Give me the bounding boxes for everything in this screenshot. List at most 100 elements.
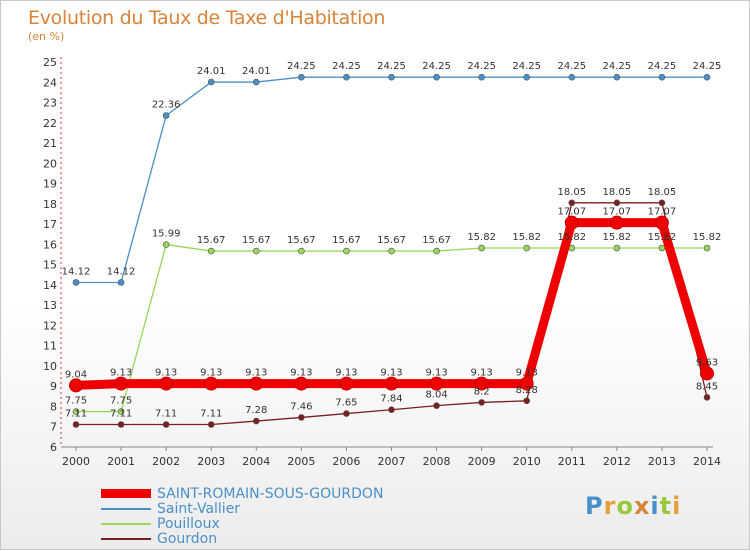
data-label-saint-romain-sous-gourdon: 9.13 (155, 368, 177, 379)
data-point-pouilloux (162, 241, 170, 248)
data-point-gourdon (117, 421, 125, 428)
data-point-gourdon (703, 394, 711, 401)
data-label-pouilloux: 15.67 (377, 235, 406, 246)
data-label-pouilloux: 15.82 (512, 232, 541, 243)
data-label-pouilloux: 15.82 (693, 232, 722, 243)
data-label-gourdon: 7.46 (290, 401, 312, 412)
data-label-gourdon: 7.28 (245, 405, 267, 416)
data-point-pouilloux (252, 247, 260, 255)
legend-label-saint-vallier: Saint-Vallier (157, 500, 241, 517)
data-point-gourdon (298, 414, 305, 421)
y-tick-label: 23 (43, 97, 57, 110)
legend-item-gourdon: Gourdon (101, 531, 383, 547)
x-tick-label: 2009 (468, 455, 496, 468)
data-point-saint-romain-sous-gourdon (474, 376, 489, 391)
data-label-saint-vallier: 24.01 (197, 66, 226, 77)
data-point-pouilloux (343, 247, 350, 255)
data-label-saint-vallier: 14.12 (62, 266, 91, 277)
legend-item-pouilloux: Pouilloux (101, 515, 383, 532)
data-point-saint-romain-sous-gourdon (69, 378, 83, 393)
data-label-saint-vallier: 14.12 (107, 266, 136, 277)
x-tick-label: 2003 (197, 455, 225, 468)
data-point-saint-vallier (613, 73, 621, 81)
data-label-saint-vallier: 24.25 (332, 61, 361, 72)
data-point-gourdon (207, 421, 215, 428)
data-point-gourdon (613, 199, 621, 207)
data-point-pouilloux (523, 244, 531, 252)
data-point-saint-romain-sous-gourdon (339, 376, 354, 391)
data-point-gourdon (658, 199, 666, 207)
data-label-saint-romain-sous-gourdon: 9.13 (516, 368, 538, 379)
data-point-saint-vallier (252, 78, 260, 86)
logo-letter: i (672, 492, 682, 520)
data-label-pouilloux: 15.99 (152, 229, 181, 240)
data-point-saint-romain-sous-gourdon (564, 215, 579, 230)
data-label-saint-vallier: 22.36 (152, 99, 181, 110)
data-point-saint-romain-sous-gourdon (114, 376, 129, 391)
data-point-saint-vallier (703, 73, 711, 81)
data-label-saint-romain-sous-gourdon: 9.04 (65, 369, 87, 380)
y-tick-label: 24 (43, 76, 57, 89)
logo-letter: P (585, 492, 604, 520)
series-saint-vallier (72, 73, 711, 286)
data-label-pouilloux: 15.67 (242, 235, 271, 246)
data-point-pouilloux (658, 244, 666, 252)
logo-letter: r (603, 492, 617, 520)
legend-label-pouilloux: Pouilloux (157, 515, 220, 532)
data-point-saint-vallier (343, 73, 350, 81)
chart-title: Evolution du Taux de Taxe d'Habitation (28, 7, 386, 29)
y-tick-label: 12 (43, 319, 57, 332)
x-tick-label: 2002 (152, 455, 180, 468)
data-label-saint-romain-sous-gourdon: 9.13 (110, 368, 132, 379)
data-label-saint-romain-sous-gourdon: 9.63 (696, 357, 718, 368)
data-point-gourdon (433, 402, 440, 409)
y-tick-label: 19 (43, 178, 57, 191)
data-label-gourdon: 18.05 (648, 187, 677, 198)
data-point-saint-romain-sous-gourdon (294, 376, 309, 391)
y-tick-label: 20 (43, 157, 57, 170)
data-point-saint-vallier (117, 279, 125, 286)
data-label-saint-romain-sous-gourdon: 17.07 (603, 207, 632, 218)
y-tick-label: 11 (43, 340, 57, 353)
data-label-pouilloux: 15.67 (422, 235, 451, 246)
logo-letter: o (616, 492, 634, 520)
legend-item-saint-vallier: Saint-Vallier (101, 500, 383, 517)
data-label-gourdon: 7.65 (335, 398, 357, 409)
data-label-pouilloux: 15.82 (603, 232, 632, 243)
y-tick-label: 14 (43, 279, 57, 292)
data-label-gourdon: 7.11 (200, 409, 222, 420)
data-point-gourdon (343, 410, 350, 417)
data-label-pouilloux: 15.82 (467, 232, 496, 243)
proxiti-logo: Proxiti (585, 492, 681, 520)
data-point-saint-vallier (568, 73, 576, 81)
legend-item-saint-romain: SAINT-ROMAIN-SOUS-GOURDON (101, 486, 383, 502)
y-tick-label: 6 (50, 441, 57, 454)
legend: SAINT-ROMAIN-SOUS-GOURDON Saint-Vallier … (101, 486, 383, 547)
data-label-gourdon: 8.2 (474, 386, 490, 397)
data-label-gourdon: 8.04 (425, 390, 447, 401)
data-point-gourdon (388, 406, 395, 414)
data-label-saint-vallier: 24.25 (287, 61, 316, 72)
x-tick-label: 2000 (62, 455, 90, 468)
data-label-saint-vallier: 24.25 (377, 61, 406, 72)
data-point-saint-romain-sous-gourdon (204, 376, 219, 391)
y-tick-label: 17 (43, 218, 57, 231)
data-label-saint-romain-sous-gourdon: 9.13 (425, 368, 447, 379)
data-point-saint-romain-sous-gourdon (384, 376, 399, 391)
data-point-pouilloux (613, 244, 621, 252)
data-point-saint-romain-sous-gourdon (654, 215, 669, 230)
data-point-pouilloux (72, 408, 80, 415)
data-point-saint-vallier (388, 73, 395, 81)
data-label-saint-romain-sous-gourdon: 17.07 (557, 207, 586, 218)
x-tick-label: 2006 (332, 455, 360, 468)
data-label-saint-vallier: 24.01 (242, 66, 271, 77)
y-tick-label: 18 (43, 198, 57, 211)
axes: 6 7 8 9 10 11 12 13 14 15 16 17 18 19 20 21 22 23 24 25 2000… (43, 56, 721, 468)
data-label-pouilloux: 15.82 (557, 232, 586, 243)
data-point-pouilloux (298, 247, 305, 255)
data-label-pouilloux: 7.75 (65, 396, 87, 407)
data-label-saint-romain-sous-gourdon: 9.13 (471, 368, 493, 379)
data-point-saint-vallier (658, 73, 666, 81)
data-point-saint-romain-sous-gourdon (429, 376, 444, 391)
